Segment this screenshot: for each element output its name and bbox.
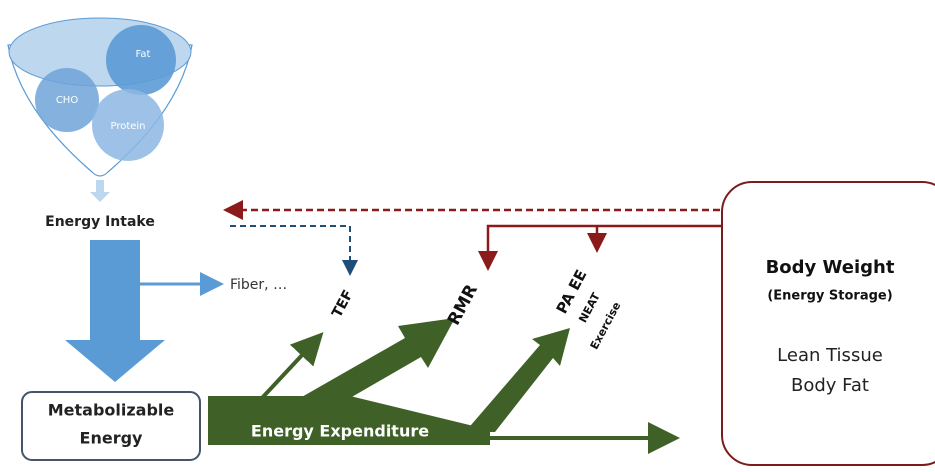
body-weight-subtitle: (Energy Storage) xyxy=(767,289,892,304)
body-weight-item: Lean Tissue xyxy=(777,345,883,366)
protein-circle xyxy=(92,89,164,161)
feedback-rmr xyxy=(478,224,722,271)
small-arrow xyxy=(90,180,110,202)
fat-circle xyxy=(106,25,176,95)
rmr-arrow xyxy=(300,318,455,398)
metabolizable-box xyxy=(21,391,201,461)
expenditure-label: Energy Expenditure xyxy=(251,422,429,441)
body-weight-item: Body Fat xyxy=(791,375,869,396)
intake-arrow xyxy=(65,240,165,382)
body-weight-title: Body Weight xyxy=(766,257,895,278)
body-weight-box xyxy=(721,181,935,466)
energy-intake: Energy Intake xyxy=(45,214,155,230)
tef-label: TEF xyxy=(329,288,357,321)
tef-arrow xyxy=(260,332,324,400)
funnel-item: Protein xyxy=(110,121,145,132)
rmr-label: RMR xyxy=(444,281,482,328)
feedback-tef xyxy=(230,225,358,276)
funnel-item: CHO xyxy=(56,95,79,106)
metabolizable-label: Energy xyxy=(80,429,144,448)
expenditure-band xyxy=(208,396,490,445)
paee-arrow xyxy=(465,328,570,432)
funnel-item: Fat xyxy=(136,49,151,60)
metabolizable-label: Metabolizable xyxy=(48,401,175,420)
fiber-label: Fiber, … xyxy=(230,277,287,293)
cho-circle xyxy=(35,68,99,132)
neat-label: NEAT xyxy=(576,290,603,325)
